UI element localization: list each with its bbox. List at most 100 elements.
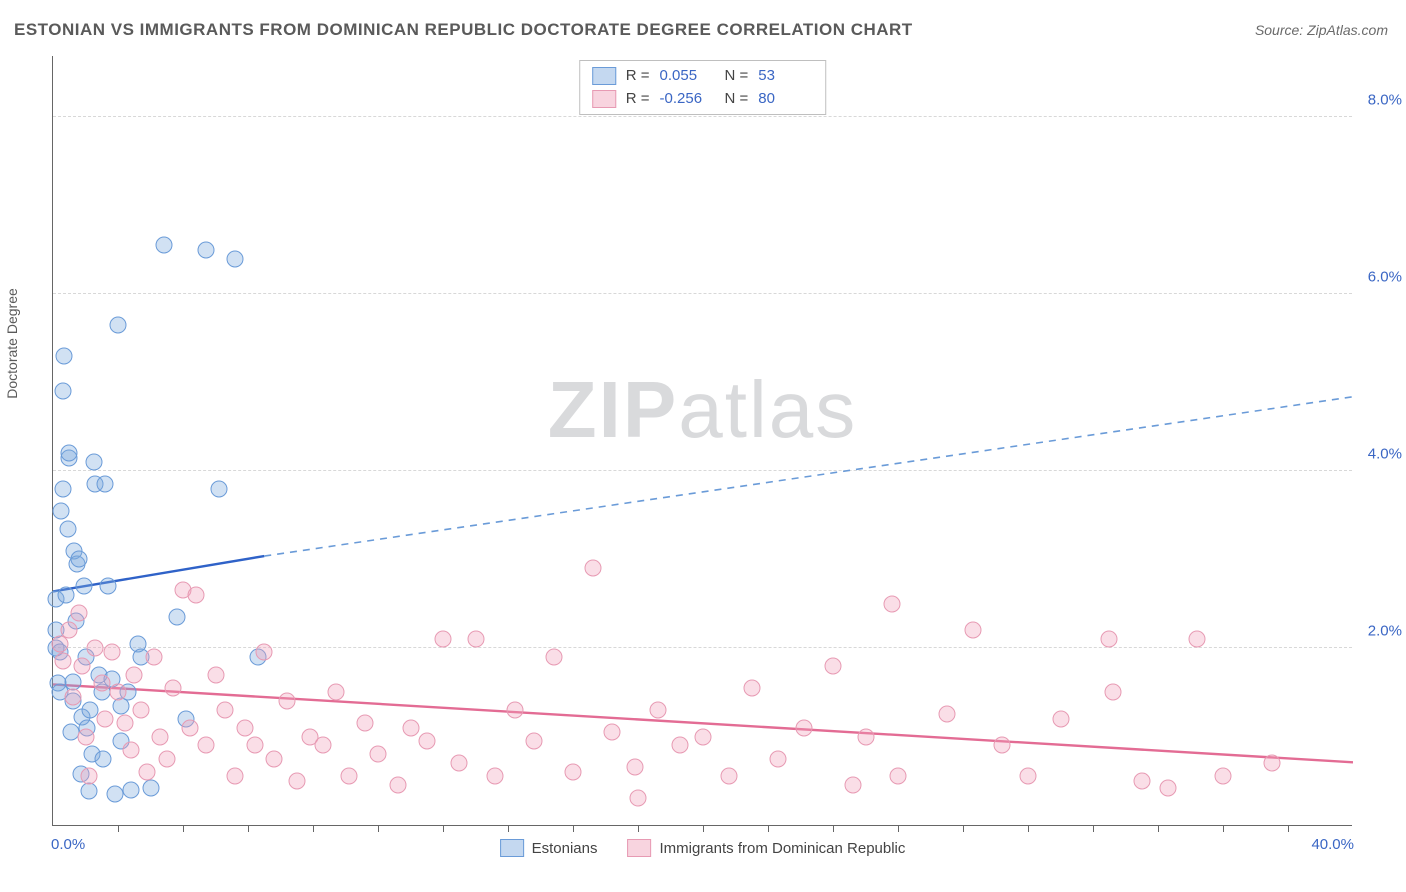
data-point-dominican — [64, 688, 81, 705]
data-point-dominican — [721, 768, 738, 785]
x-tick — [248, 825, 249, 832]
data-point-dominican — [672, 737, 689, 754]
data-point-dominican — [435, 631, 452, 648]
data-point-dominican — [604, 724, 621, 741]
data-point-dominican — [825, 657, 842, 674]
data-point-dominican — [883, 595, 900, 612]
x-tick — [898, 825, 899, 832]
data-point-dominican — [246, 737, 263, 754]
data-point-dominican — [1104, 684, 1121, 701]
data-point-estonians — [110, 316, 127, 333]
x-tick — [1223, 825, 1224, 832]
chart-title: ESTONIAN VS IMMIGRANTS FROM DOMINICAN RE… — [14, 20, 913, 40]
data-point-dominican — [890, 768, 907, 785]
data-point-dominican — [451, 755, 468, 772]
y-tick-label: 4.0% — [1358, 445, 1402, 462]
data-point-dominican — [506, 701, 523, 718]
x-tick — [833, 825, 834, 832]
y-axis-label: Doctorate Degree — [4, 288, 20, 399]
data-point-estonians — [85, 454, 102, 471]
legend-row: R =0.055N =53 — [592, 65, 814, 88]
data-point-dominican — [1101, 631, 1118, 648]
data-point-dominican — [1189, 631, 1206, 648]
data-point-dominican — [844, 777, 861, 794]
data-point-estonians — [168, 609, 185, 626]
data-point-dominican — [565, 763, 582, 780]
correlation-legend: R =0.055N =53R =-0.256N =80 — [579, 60, 827, 115]
data-point-dominican — [994, 737, 1011, 754]
data-point-estonians — [58, 586, 75, 603]
data-point-dominican — [1020, 768, 1037, 785]
y-tick-label: 8.0% — [1358, 91, 1402, 108]
data-point-dominican — [626, 759, 643, 776]
legend-swatch — [627, 839, 651, 857]
data-point-dominican — [266, 750, 283, 767]
data-point-estonians — [75, 578, 92, 595]
data-point-dominican — [795, 719, 812, 736]
data-point-dominican — [545, 648, 562, 665]
data-point-dominican — [126, 666, 143, 683]
y-tick-label: 6.0% — [1358, 268, 1402, 285]
x-tick — [378, 825, 379, 832]
data-point-estonians — [53, 502, 70, 519]
data-point-dominican — [327, 684, 344, 701]
x-tick — [118, 825, 119, 832]
x-tick — [768, 825, 769, 832]
n-value: 53 — [758, 65, 813, 88]
n-label: N = — [725, 65, 749, 88]
n-value: 80 — [758, 88, 813, 111]
data-point-dominican — [116, 715, 133, 732]
data-point-dominican — [649, 701, 666, 718]
gridline — [53, 470, 1352, 471]
watermark: ZIPatlas — [548, 364, 857, 456]
data-point-dominican — [123, 741, 140, 758]
data-point-dominican — [389, 777, 406, 794]
data-point-dominican — [357, 715, 374, 732]
data-point-dominican — [188, 586, 205, 603]
data-point-dominican — [279, 693, 296, 710]
n-label: N = — [725, 88, 749, 111]
data-point-dominican — [93, 675, 110, 692]
data-point-dominican — [769, 750, 786, 767]
data-point-dominican — [1159, 779, 1176, 796]
data-point-dominican — [139, 763, 156, 780]
source-label: Source: ZipAtlas.com — [1255, 22, 1388, 38]
x-axis-start-label: 0.0% — [51, 836, 85, 853]
data-point-dominican — [71, 604, 88, 621]
data-point-estonians — [71, 551, 88, 568]
data-point-dominican — [340, 768, 357, 785]
data-point-dominican — [418, 732, 435, 749]
x-tick — [508, 825, 509, 832]
data-point-dominican — [77, 728, 94, 745]
data-point-estonians — [100, 578, 117, 595]
x-axis-end-label: 40.0% — [1311, 836, 1354, 853]
x-tick — [1093, 825, 1094, 832]
data-point-dominican — [964, 622, 981, 639]
legend-label: Immigrants from Dominican Republic — [659, 840, 905, 857]
data-point-dominican — [103, 644, 120, 661]
legend-label: Estonians — [532, 840, 598, 857]
data-point-dominican — [181, 719, 198, 736]
y-tick-label: 2.0% — [1358, 623, 1402, 640]
data-point-estonians — [97, 476, 114, 493]
data-point-dominican — [236, 719, 253, 736]
data-point-dominican — [402, 719, 419, 736]
data-point-dominican — [526, 732, 543, 749]
data-point-dominican — [630, 790, 647, 807]
data-point-dominican — [314, 737, 331, 754]
data-point-dominican — [80, 768, 97, 785]
data-point-estonians — [95, 750, 112, 767]
data-point-dominican — [165, 679, 182, 696]
x-tick — [573, 825, 574, 832]
data-point-dominican — [152, 728, 169, 745]
data-point-estonians — [197, 241, 214, 258]
data-point-dominican — [74, 657, 91, 674]
r-label: R = — [626, 88, 650, 111]
data-point-dominican — [467, 631, 484, 648]
data-point-dominican — [1215, 768, 1232, 785]
data-point-dominican — [207, 666, 224, 683]
data-point-estonians — [155, 237, 172, 254]
data-point-estonians — [210, 480, 227, 497]
gridline — [53, 116, 1352, 117]
data-point-estonians — [123, 781, 140, 798]
